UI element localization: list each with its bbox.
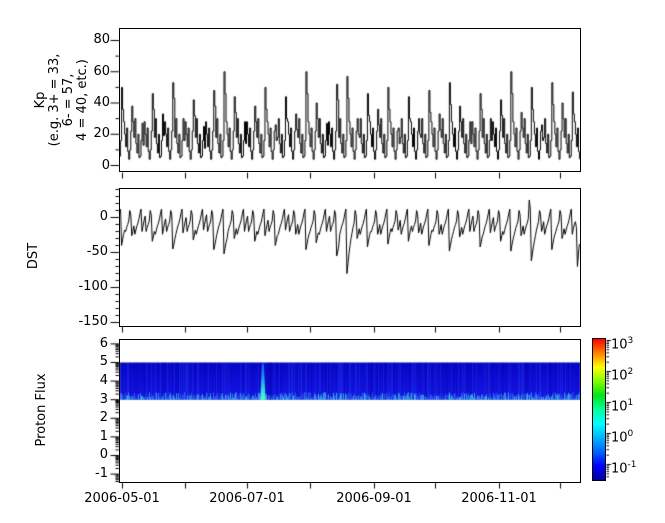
proton-flux-panel (119, 339, 581, 483)
y-tick-label: -100 (78, 279, 108, 294)
y-tick-label: 0 (101, 158, 110, 173)
y-tick-label: 40 (93, 95, 110, 110)
y-tick-label: 2 (99, 410, 108, 425)
x-tick-label: 2006-07-01 (209, 491, 285, 506)
colorbar-tick-label: 102 (611, 363, 661, 384)
colorbar-tick-base: 10 (611, 337, 628, 353)
y-tick-label: 4 (99, 373, 108, 388)
x-tick-label: 2006-05-01 (84, 491, 160, 506)
dst-axis-title: DST (26, 242, 41, 270)
y-tick-label: -1 (95, 466, 108, 481)
colorbar-tick-base: 10 (611, 399, 628, 415)
colorbar-tick-label: 103 (611, 332, 661, 353)
kp-axis-title-line: (e.g. 3+ = 33, (47, 53, 62, 147)
colorbar-tick-exp: 2 (627, 367, 634, 377)
colorbar-gradient (592, 338, 606, 481)
colorbar-tick-label: 101 (611, 394, 661, 415)
y-tick-label: 60 (93, 64, 110, 79)
colorbar-tick-exp: 1 (627, 398, 634, 408)
colorbar-tick-exp: -1 (627, 460, 637, 470)
colorbar-tick-label: 100 (611, 425, 661, 446)
y-tick-label: 3 (99, 392, 108, 407)
colorbar-tick-base: 10 (611, 368, 628, 384)
y-tick-label: -50 (86, 244, 108, 259)
colorbar-tick-exp: 0 (627, 429, 634, 439)
y-tick-label: 0 (99, 447, 108, 462)
x-tick-label: 2006-11-01 (461, 491, 537, 506)
y-tick-label: 1 (99, 429, 108, 444)
x-tick-label: 2006-09-01 (336, 491, 412, 506)
kp-axis-title-line: Kp (33, 91, 48, 109)
y-tick-label: -150 (78, 314, 108, 329)
colorbar-tick-label: 10-1 (611, 456, 661, 477)
y-tick-label: 0 (99, 209, 108, 224)
proton-flux-axis-title: Proton Flux (34, 373, 49, 447)
colorbar-tick-base: 10 (611, 430, 628, 446)
y-tick-label: 80 (93, 32, 110, 47)
kp-panel (119, 28, 581, 172)
y-tick-label: 6 (99, 336, 108, 351)
colorbar-tick-base: 10 (611, 461, 628, 477)
dst-panel (119, 188, 581, 327)
y-tick-label: 5 (99, 354, 108, 369)
y-tick-label: 20 (93, 126, 110, 141)
colorbar-tick-exp: 3 (627, 336, 634, 346)
